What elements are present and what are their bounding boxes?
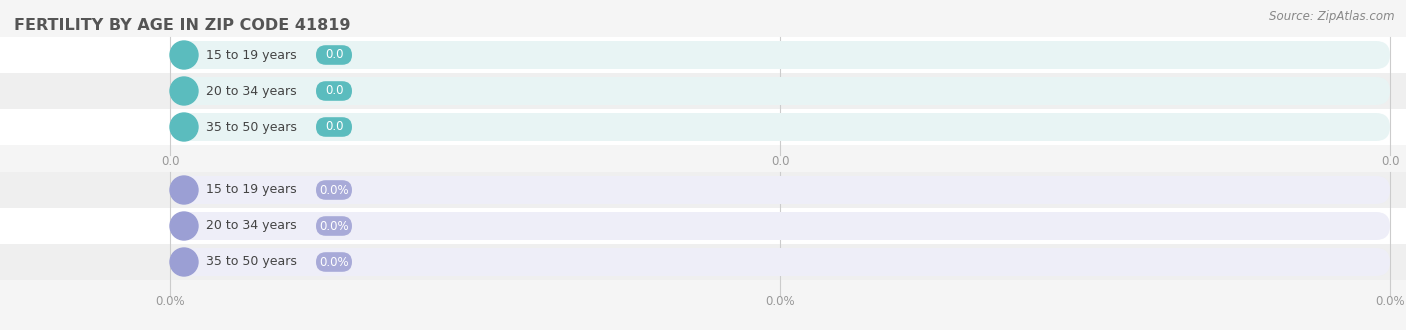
Circle shape [170,248,198,276]
Circle shape [170,212,198,240]
Bar [0,208,1406,244]
Text: 0.0: 0.0 [770,155,789,168]
FancyBboxPatch shape [316,117,352,137]
Text: 35 to 50 years: 35 to 50 years [207,120,297,134]
Text: 0.0%: 0.0% [319,183,349,196]
FancyBboxPatch shape [316,81,352,101]
Text: 35 to 50 years: 35 to 50 years [207,255,297,269]
Text: 0.0%: 0.0% [319,255,349,269]
Text: 0.0: 0.0 [325,84,343,97]
Text: 0.0: 0.0 [325,120,343,134]
Circle shape [170,113,198,141]
FancyBboxPatch shape [170,212,1391,240]
Text: Source: ZipAtlas.com: Source: ZipAtlas.com [1270,10,1395,23]
Bar [0,73,1406,109]
FancyBboxPatch shape [170,41,1391,69]
Text: 0.0%: 0.0% [1375,295,1405,308]
Text: 0.0: 0.0 [160,155,179,168]
Text: 20 to 34 years: 20 to 34 years [207,219,297,233]
Circle shape [170,176,198,204]
Text: 20 to 34 years: 20 to 34 years [207,84,297,97]
Text: 15 to 19 years: 15 to 19 years [207,183,297,196]
Text: 0.0%: 0.0% [765,295,794,308]
Circle shape [170,77,198,105]
Bar [0,172,1406,208]
Text: 0.0: 0.0 [1381,155,1399,168]
Text: 0.0%: 0.0% [155,295,184,308]
Text: FERTILITY BY AGE IN ZIP CODE 41819: FERTILITY BY AGE IN ZIP CODE 41819 [14,18,350,33]
FancyBboxPatch shape [316,45,352,65]
FancyBboxPatch shape [316,252,352,272]
FancyBboxPatch shape [170,248,1391,276]
Bar [0,37,1406,73]
FancyBboxPatch shape [170,176,1391,204]
Bar [0,244,1406,280]
FancyBboxPatch shape [316,216,352,236]
FancyBboxPatch shape [170,77,1391,105]
Bar [0,109,1406,145]
Circle shape [170,41,198,69]
FancyBboxPatch shape [170,113,1391,141]
Text: 0.0%: 0.0% [319,219,349,233]
Text: 0.0: 0.0 [325,49,343,61]
Text: 15 to 19 years: 15 to 19 years [207,49,297,61]
FancyBboxPatch shape [316,180,352,200]
